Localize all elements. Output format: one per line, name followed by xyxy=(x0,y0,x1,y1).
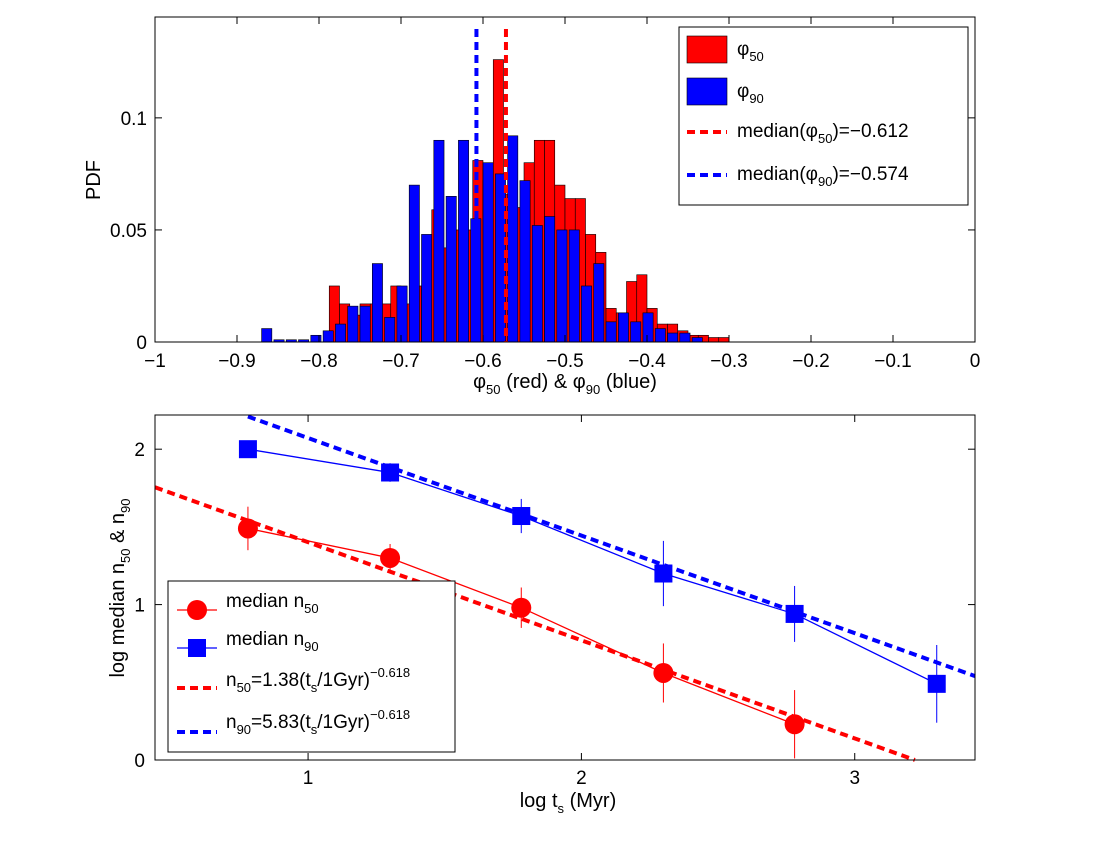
phi90-bar-4 xyxy=(310,334,322,343)
scaling-xtick-label: 3 xyxy=(849,768,860,789)
scaling-ylabel: log median n50 & n90 xyxy=(107,498,133,677)
legend-label-median-n50: median n50 xyxy=(226,591,319,616)
legend-label-phi90: φ90 xyxy=(737,81,764,106)
median-n90-point-4 xyxy=(785,604,804,623)
phi90-bar-23 xyxy=(544,216,556,343)
phi90-bar-30 xyxy=(630,321,642,343)
phi90-bar-27 xyxy=(593,263,605,343)
phi90-bar-33 xyxy=(667,332,679,343)
median-n90-point-3 xyxy=(654,564,673,583)
scaling-ytick-label: 0 xyxy=(134,751,145,772)
median-n50-point-2 xyxy=(511,597,532,618)
histogram-xtick-label: 0 xyxy=(970,351,981,372)
median-n90-point-1 xyxy=(381,463,400,482)
phi90-bar-6 xyxy=(335,323,346,343)
median-n90-point-0 xyxy=(238,440,257,459)
phi90-bar-7 xyxy=(347,305,359,343)
scaling-axes-box xyxy=(154,414,976,761)
phi90-bar-16 xyxy=(458,139,469,343)
histogram-xtick-label: −1 xyxy=(144,351,166,372)
legend-marker-median-n90 xyxy=(188,639,206,657)
legend-label-phi50: φ50 xyxy=(737,39,764,64)
legend-label-median-phi50: median(φ50)=−0.612 xyxy=(737,121,909,146)
median-n90-point-5 xyxy=(927,674,946,693)
histogram-xtick-label: −0.1 xyxy=(874,351,912,372)
median-n50-point-1 xyxy=(380,547,401,568)
legend-swatch-phi50 xyxy=(686,35,728,64)
scaling-xtick-label: 2 xyxy=(576,768,587,789)
n50-fit-line xyxy=(154,485,916,762)
histogram-xtick-label: −0.2 xyxy=(792,351,830,372)
phi90-bar-29 xyxy=(617,312,629,343)
median-lines xyxy=(474,29,508,342)
phi90-bar-5 xyxy=(322,330,334,343)
legend-label-fit-n90: n90=5.83(ts/1Gyr)−0.618 xyxy=(226,707,410,737)
histogram-xtick-label: −0.4 xyxy=(628,351,666,372)
phi90-bar-12 xyxy=(408,184,420,343)
histogram-xtick-label: −0.5 xyxy=(546,351,584,372)
histogram-xtick-label: −0.6 xyxy=(464,351,502,372)
histogram-xtick-label: −0.3 xyxy=(710,351,748,372)
scaling-xlabel: log ts (Myr) xyxy=(520,790,617,816)
histogram-xtick-label: −0.9 xyxy=(218,351,256,372)
scaling-ticks: 1 2 3 0 1 2 xyxy=(134,415,975,789)
phi50-bar-37 xyxy=(708,337,720,343)
histogram-xlabel: φ50 (red) & φ90 (blue) xyxy=(473,371,657,397)
phi90-bar-26 xyxy=(581,285,592,343)
histogram-ytick-label: 0 xyxy=(136,333,147,354)
phi90-bar-24 xyxy=(556,229,568,343)
phi90-bar-11 xyxy=(396,285,408,343)
phi90-bar-35 xyxy=(691,337,703,343)
scaling-ytick-label: 2 xyxy=(134,440,145,461)
fit-lines xyxy=(154,414,976,762)
phi90-bar-32 xyxy=(654,328,666,343)
median-n50-point-4 xyxy=(784,714,805,735)
histogram-xtick-label: −0.7 xyxy=(382,351,420,372)
histogram-ylabel: PDF xyxy=(83,160,105,200)
median-n90-point-2 xyxy=(512,507,531,526)
histogram-ytick-label: 0.05 xyxy=(110,221,147,242)
median-n50-point-3 xyxy=(653,662,674,683)
median-n90-line xyxy=(247,448,938,685)
legend-label-median-phi90: median(φ90)=−0.574 xyxy=(737,164,909,189)
legend-marker-median-n50 xyxy=(187,600,207,620)
legend-label-median-n90: median n90 xyxy=(226,629,319,654)
median-n50-point-0 xyxy=(237,518,258,539)
phi90-bar-14 xyxy=(433,139,445,343)
phi90-bar-18 xyxy=(482,162,494,343)
phi90-bar-22 xyxy=(531,225,543,343)
phi90-bar-9 xyxy=(371,263,383,343)
histogram-panel: −1 −0.9 −0.8 −0.7 −0.6 −0.5 −0.4 −0.3 −0.2 −0.1 0 0… xyxy=(83,16,980,397)
phi90-bar-34 xyxy=(679,332,691,343)
scaling-legend: median n50 median n90 n50=1.38(ts/1Gyr)−… xyxy=(167,580,456,753)
histogram-legend: φ50 φ90 median(φ50)=−0.612 median(φ90)=−… xyxy=(678,26,969,206)
phi90-bar-25 xyxy=(568,229,580,343)
histogram-ticks: −1 −0.9 −0.8 −0.7 −0.6 −0.5 −0.4 −0.3 −0.2 −0.1 0 0… xyxy=(110,17,980,372)
phi90-bar-0 xyxy=(261,328,273,343)
phi90-bar-31 xyxy=(642,312,654,343)
phi90-bar-15 xyxy=(445,196,457,343)
phi90-bar-28 xyxy=(605,321,617,343)
histogram-ytick-label: 0.1 xyxy=(121,109,147,130)
scaling-panel: 1 2 3 0 1 2 log median n50 & n90 log ts (Myr)… xyxy=(107,414,976,816)
median-series xyxy=(237,440,946,759)
phi90-bar-10 xyxy=(384,317,396,343)
n90-fit-line xyxy=(247,414,976,678)
phi50-bar-38 xyxy=(718,337,730,343)
phi90-bar-21 xyxy=(519,180,531,343)
legend-label-fit-n50: n50=1.38(ts/1Gyr)−0.618 xyxy=(226,665,410,695)
scaling-ytick-label: 1 xyxy=(134,596,145,617)
histogram-xtick-label: −0.8 xyxy=(300,351,338,372)
phi90-bar-13 xyxy=(421,234,433,343)
phi90-bar-8 xyxy=(359,305,371,343)
legend-swatch-phi90 xyxy=(686,77,728,106)
phi90-bar-20 xyxy=(507,135,519,343)
scaling-xtick-label: 1 xyxy=(303,768,314,789)
phi90-bars xyxy=(261,135,703,343)
